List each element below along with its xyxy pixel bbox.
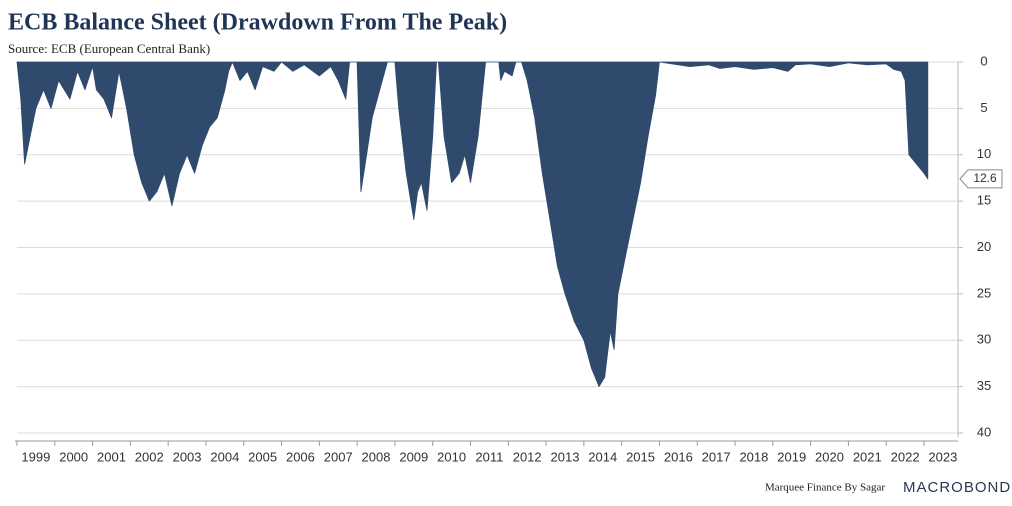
x-tick-label: 2007 [324,449,353,464]
value-label: 12.6 [973,171,997,185]
x-tick-label: 2022 [891,449,920,464]
y-tick-label: 40 [977,424,991,439]
x-tick-label: 2003 [173,449,202,464]
value-callout [959,169,1003,189]
x-tick-label: 2009 [399,449,428,464]
x-tick-label: 2005 [248,449,277,464]
x-tick-label: 2023 [928,449,957,464]
chart-title: ECB Balance Sheet (Drawdown From The Pea… [8,10,507,36]
x-tick-label: 2018 [739,449,768,464]
y-tick-label: 10 [977,146,991,161]
x-tick-label: 2014 [588,449,617,464]
x-tick-label: 2002 [135,449,164,464]
y-tick-label: 5 [980,100,987,115]
x-tick-label: 2020 [815,449,844,464]
x-tick-label: 2015 [626,449,655,464]
y-tick-label: 30 [977,332,991,347]
x-tick-label: 2004 [210,449,239,464]
x-tick-label: 2016 [664,449,693,464]
x-tick-label: 2017 [702,449,731,464]
area [16,61,929,387]
x-tick-label: 2012 [513,449,542,464]
x-tick-label: 2000 [59,449,88,464]
x-tick-label: 2021 [853,449,882,464]
brand: MACROBOND [903,479,1011,496]
y-tick-label: 35 [977,378,991,393]
y-tick-label: 25 [977,285,991,300]
x-tick-label: 2013 [551,449,580,464]
x-tick-label: 2008 [362,449,391,464]
y-tick-label: 0 [980,53,987,68]
x-tick-label: 2019 [777,449,806,464]
x-tick-label: 2011 [475,449,503,464]
credit: Marquee Finance By Sagar [765,482,885,494]
x-tick-label: 1999 [21,449,50,464]
x-tick-label: 2001 [97,449,126,464]
x-tick-label: 2010 [437,449,466,464]
y-tick-label: 15 [977,193,991,208]
chart-subtitle: Source: ECB (European Central Bank) [8,41,210,56]
y-tick-label: 20 [977,239,991,254]
x-tick-label: 2006 [286,449,315,464]
